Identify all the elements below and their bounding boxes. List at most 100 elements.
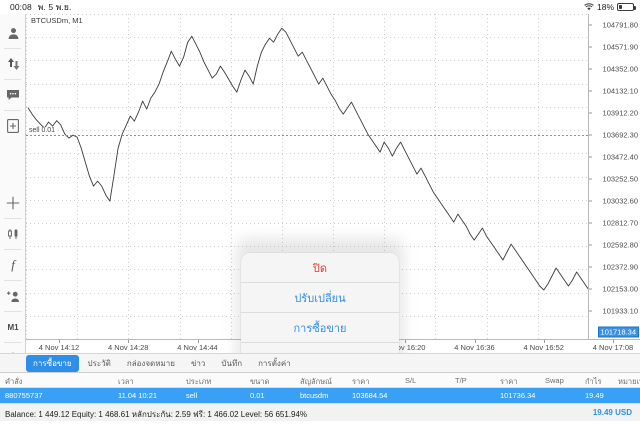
table-cell: 101736.34 [500,391,536,400]
chart-type-icon[interactable] [0,219,26,249]
grid-line-vertical [180,14,181,339]
time-tick [405,340,407,343]
bottom-filler [0,421,640,447]
time-tick [474,340,476,343]
column-header[interactable]: คำสั่ง [5,377,23,386]
divider [4,110,21,111]
grid-line-vertical [282,14,283,339]
table-cell: btcusdm [300,391,329,400]
divider [4,311,22,312]
modify-position-button[interactable]: ปรับเปลี่ยน [241,283,399,313]
time-tick [59,340,60,343]
new-order-icon[interactable] [0,111,26,141]
tab-3[interactable]: ข่าว [190,358,206,368]
grid-line-horizontal [26,37,640,38]
bottom-tab-bar[interactable]: การซื้อขาย ประวัติ กล่องจดหมาย ข่าว บันทึก กา… [0,353,640,373]
table-cell: 0.01 [250,391,265,400]
price-tick-label: 103252.50 [602,174,638,184]
price-tick-label: 104352.00 [602,64,638,74]
time-tick-label: 4 Nov 14:28 [108,342,149,352]
table-cell: 19.49 [585,391,604,400]
grid-line-vertical [333,14,334,339]
column-header[interactable]: สัญลักษณ์ [300,377,333,386]
current-price-tag: 101718.34 [597,326,639,338]
price-tick-label: 102812.70 [602,218,638,228]
timeframe-button[interactable]: M1 [0,312,26,342]
time-tick-label: 4 Nov 16:20 [385,342,426,352]
time-tick [613,340,614,343]
time-tick-label: 4 Nov 17:08 [592,342,634,352]
accounts-icon[interactable] [0,18,26,48]
chat-icon[interactable] [0,80,26,110]
battery-percent: 18% [596,2,614,12]
grid-line-vertical [128,14,129,339]
column-header[interactable]: ประเภท [186,377,212,386]
sell-level-line [26,134,640,136]
trade-button[interactable]: การซื้อขาย [241,313,399,343]
price-tick-label: 104571.90 [602,42,638,52]
grid-line-horizontal [26,177,640,178]
battery-icon [617,3,636,11]
indicators-icon[interactable]: f [11,257,15,272]
price-tick [589,112,592,114]
price-tick-label: 102372.90 [602,262,638,272]
time-tick [128,340,130,343]
table-row[interactable]: 880755737 11.04 10:21 sell 0.01 btcusdm 10368… [0,388,640,403]
price-line [27,27,639,333]
divider [4,79,21,80]
crosshair-icon[interactable] [0,188,26,218]
objects-icon[interactable] [0,281,26,311]
price-tick-label: 104791.80 [602,20,638,30]
tab-0[interactable]: การซื้อขาย [26,354,79,372]
divider [4,249,22,250]
column-header[interactable]: T/P [455,376,467,385]
grid-line-horizontal [26,223,640,224]
status-bar-left: 00:08 พ. 5 พ.ย. [10,0,71,14]
price-tick [589,178,592,180]
column-header[interactable]: Swap [545,376,564,385]
left-toolbar: f M1 [0,14,26,373]
quotes-icon[interactable] [0,49,26,79]
price-tick [589,244,592,246]
divider [4,218,22,219]
tab-1[interactable]: ประวัติ [87,358,111,368]
divider [4,48,21,49]
price-tick [589,24,592,26]
column-header[interactable]: ราคา [500,377,518,386]
tab-4[interactable]: บันทึก [221,358,243,368]
time-tick-label: 4 Nov 16:36 [454,342,495,352]
grid-line-vertical [384,14,385,339]
close-position-button[interactable]: ปิด [241,253,399,283]
column-header[interactable]: ราคา [352,377,370,386]
grid-line-horizontal [26,14,640,15]
grid-line-horizontal [26,130,640,131]
grid-line-vertical [538,14,539,339]
time-tick [543,340,545,343]
tab-2[interactable]: กล่องจดหมาย [126,358,175,368]
price-tick [589,156,592,158]
column-header[interactable]: กำไร [585,377,602,386]
column-header[interactable]: หมายเหตุ [618,377,640,386]
price-tick [589,200,592,202]
divider [4,280,22,281]
column-header[interactable]: S/L [405,376,417,385]
column-header[interactable]: ขนาด [250,377,270,386]
tab-5[interactable]: การตั้งค่า [258,358,291,368]
table-cell: 11.04 10:21 [118,391,158,400]
status-time: 00:08 [10,2,32,12]
table-cell: 103684.54 [352,391,388,400]
price-tick [589,90,592,92]
price-tick-label: 103032.60 [602,196,638,206]
price-axis[interactable]: 104791.80 104571.90 104352.00 104132.10 1039… [588,14,640,339]
price-tick-label: 103692.30 [602,130,638,140]
column-header[interactable]: เวลา [118,377,134,386]
grid-line-vertical [435,14,436,339]
divider [4,342,22,343]
price-tick-label: 101933.10 [602,306,638,316]
wifi-icon [584,3,594,11]
account-summary-bar: Balance: 1 449.12 Equity: 1 468.61 หลักป… [0,403,640,421]
price-tick-label: 103472.40 [602,152,638,162]
grid-line-vertical [487,14,488,339]
time-tick-label: 4 Nov 16:52 [523,342,564,352]
